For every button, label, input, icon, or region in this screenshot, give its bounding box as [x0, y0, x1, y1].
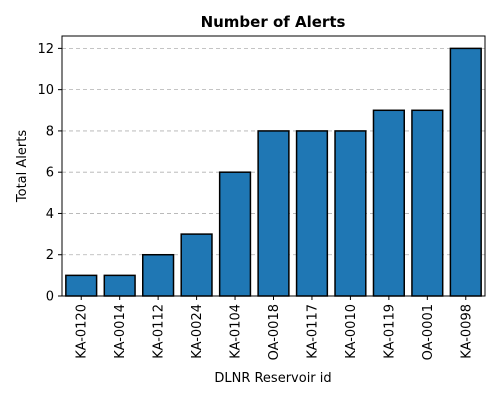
bar	[103, 274, 136, 297]
x-tick-label: KA-0014	[113, 304, 128, 359]
y-axis-label: Total Alerts	[15, 130, 30, 203]
bar	[218, 171, 252, 297]
y-tick-label: 2	[46, 248, 54, 263]
bar	[257, 130, 290, 297]
y-tick-label: 12	[37, 42, 54, 57]
y-axis-ticks: 0 2 4 6 8 10 12	[37, 42, 62, 305]
y-tick-label: 8	[46, 124, 54, 139]
chart-title: Number of Alerts	[201, 13, 346, 31]
bar	[411, 109, 444, 297]
bar	[449, 47, 482, 297]
y-tick-label: 0	[46, 290, 54, 305]
x-tick-label: KA-0112	[152, 304, 167, 359]
bar	[295, 130, 329, 297]
x-tick-label: KA-0120	[75, 304, 90, 359]
y-tick-label: 6	[46, 166, 54, 181]
x-tick-label: KA-0104	[229, 304, 244, 359]
x-axis-ticks: KA-0120 KA-0014 KA-0112 KA-0024 KA-0104 OA-00…	[75, 296, 474, 360]
bar	[142, 253, 175, 297]
y-tick-label: 10	[37, 83, 54, 98]
bar	[65, 274, 98, 297]
bar	[180, 233, 213, 297]
x-tick-label: KA-0010	[344, 304, 359, 359]
x-tick-label: KA-0024	[190, 304, 205, 359]
bar	[334, 130, 367, 297]
x-tick-label: KA-0098	[459, 304, 474, 359]
x-tick-label: OA-0018	[267, 304, 282, 360]
x-axis-label: DLNR Reservoir id	[214, 371, 331, 386]
bar	[372, 109, 405, 297]
x-tick-label: OA-0001	[421, 304, 436, 360]
y-tick-label: 4	[46, 207, 54, 222]
bars	[65, 47, 482, 297]
x-tick-label: KA-0119	[382, 304, 397, 359]
x-tick-label: KA-0117	[305, 304, 320, 359]
